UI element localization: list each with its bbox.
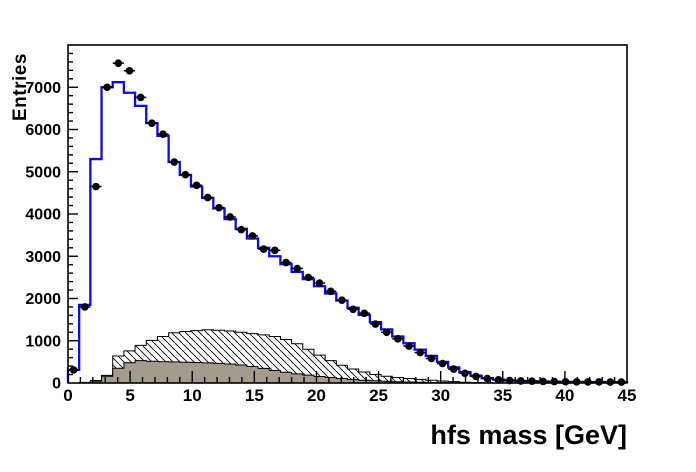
data-marker [382, 328, 391, 337]
data-marker [394, 335, 402, 343]
svg-text:15: 15 [245, 386, 264, 405]
svg-text:45: 45 [618, 386, 637, 405]
data-marker [282, 258, 290, 267]
data-marker [416, 348, 424, 357]
y-axis-ticks [68, 52, 78, 376]
svg-text:25: 25 [369, 386, 388, 405]
data-marker [584, 378, 592, 386]
data-marker [226, 213, 234, 221]
data-marker [461, 369, 469, 378]
data-marker [472, 372, 480, 381]
data-marker [136, 93, 145, 102]
data-marker [114, 59, 123, 67]
y-axis-title: Entries [10, 53, 31, 121]
data-marker [181, 170, 190, 179]
x-axis-ticks [79, 371, 616, 383]
svg-text:5: 5 [125, 386, 134, 405]
data-marker [304, 273, 313, 282]
data-marker [595, 378, 603, 386]
data-marker [326, 287, 335, 296]
x-tick-labels: 0 5 10 15 20 25 30 35 40 45 [63, 386, 636, 405]
data-marker [170, 158, 179, 166]
data-marker [483, 374, 492, 383]
data-marker [606, 378, 615, 386]
data-marker [438, 359, 447, 368]
plot-frame [68, 45, 627, 383]
data-marker [215, 203, 223, 212]
svg-text:35: 35 [493, 386, 512, 405]
x-axis-title: hfs mass [GeV] [430, 420, 627, 450]
data-marker [69, 366, 78, 374]
svg-text:4000: 4000 [25, 207, 61, 224]
data-marker [259, 245, 268, 253]
data-marker [315, 279, 324, 287]
svg-text:30: 30 [431, 386, 450, 405]
data-marker [192, 181, 201, 190]
data-marker [427, 354, 436, 363]
svg-text:10: 10 [183, 386, 202, 405]
svg-text:7000: 7000 [25, 80, 61, 97]
svg-text:3000: 3000 [25, 249, 61, 266]
data-marker [338, 296, 346, 304]
data-marker [125, 66, 134, 75]
data-marker [293, 264, 301, 273]
data-marker [80, 303, 89, 311]
data-marker [237, 225, 246, 234]
data-marker [271, 246, 279, 255]
data-marker [159, 130, 167, 138]
svg-text:5000: 5000 [25, 164, 61, 181]
data-marker [360, 309, 369, 318]
data-marker [148, 119, 156, 127]
data-marker [550, 377, 559, 386]
svg-text:40: 40 [555, 386, 574, 405]
svg-text:2000: 2000 [25, 291, 61, 308]
data-marker [103, 83, 111, 92]
data-marker [617, 378, 626, 386]
svg-text:0: 0 [52, 376, 61, 393]
data-marker [92, 182, 100, 191]
data-marker [248, 232, 257, 240]
data-marker [449, 365, 458, 373]
svg-text:6000: 6000 [25, 122, 61, 139]
svg-text:1000: 1000 [25, 333, 61, 350]
y-tick-labels: 0 1000 2000 3000 4000 5000 6000 7000 [25, 80, 61, 393]
data-marker [371, 320, 380, 328]
svg-text:0: 0 [63, 386, 72, 405]
data-marker [349, 305, 357, 314]
data-marker [528, 377, 536, 386]
svg-text:20: 20 [307, 386, 326, 405]
data-marker [405, 342, 413, 350]
data-marker [494, 376, 503, 384]
data-points [68, 59, 627, 386]
data-marker [203, 193, 212, 202]
